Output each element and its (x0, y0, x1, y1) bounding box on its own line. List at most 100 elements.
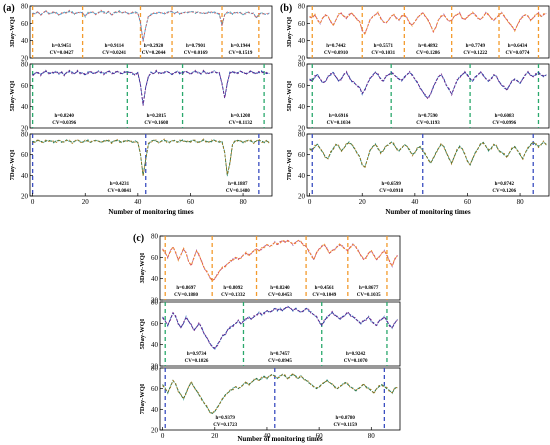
annotation-cv: CV=0.1826 (185, 359, 209, 364)
plot-frame (159, 367, 401, 431)
annotation-cv: CV=0.1480 (226, 189, 250, 194)
annotation-cv: CV=0.0427 (50, 51, 74, 56)
y-tick-label: 40 (151, 275, 159, 283)
x-axis-label: Number of monitoring times (108, 208, 193, 216)
y-axis-label: 5Day-WQI (9, 80, 16, 111)
y-tick-label: 20 (21, 125, 29, 133)
plot-frame (159, 301, 401, 367)
annotation-cv: CV=0.1049 (312, 293, 336, 298)
annotation-cv: CV=0.0918 (379, 189, 403, 194)
series-line-b (32, 69, 270, 106)
series-line-a (309, 12, 547, 35)
y-tick-label: 40 (298, 37, 306, 45)
y-axis-label: 3Day-WQI (9, 16, 16, 47)
x-tick-label: 60 (187, 198, 195, 206)
annotation-cv: CV=0.0396 (52, 121, 76, 126)
x-tick-label: 80 (517, 198, 525, 206)
annotation-h: h=0.9114 (105, 44, 125, 49)
y-tick-label: 20 (21, 55, 29, 63)
annotation-cv: CV=0.2044 (142, 51, 166, 56)
x-tick-label: 40 (411, 198, 419, 206)
annotation-h: h=0.4561 (315, 286, 335, 291)
series-line-b (162, 239, 398, 282)
y-tick-label: 20 (21, 193, 29, 201)
series-line-a (32, 70, 270, 105)
series-line-b (32, 138, 270, 177)
y-tick-label: 60 (298, 20, 306, 28)
series-line-c (32, 69, 270, 106)
y-tick-label: 80 (298, 61, 306, 69)
y-tick-label: 80 (21, 131, 29, 139)
y-tick-label: 40 (298, 103, 306, 111)
annotation-h: h=0.8240 (55, 114, 75, 119)
series-line-c (309, 140, 547, 167)
y-tick-label: 40 (151, 341, 159, 349)
annotation-h: h=0.9451 (52, 44, 72, 49)
y-axis-label: 5Day-WQI (139, 318, 146, 349)
annotation-h: h=0.6434 (508, 44, 528, 49)
annotation-cv: CV=0.1193 (416, 121, 440, 126)
annotation-cv: CV=0.1222 (463, 51, 487, 56)
annotation-h: h=0.1944 (231, 44, 251, 49)
y-tick-label: 20 (298, 125, 306, 133)
annotation-cv: CV=0.1035 (357, 293, 381, 298)
x-tick-label: 80 (368, 432, 376, 440)
panel-label: (a) (3, 3, 15, 14)
annotation-h: h=0.6916 (329, 114, 349, 119)
y-tick-label: 80 (151, 233, 159, 241)
annotation-cv: CV=0.1880 (174, 293, 198, 298)
series-line-b (309, 70, 547, 101)
y-tick-label: 60 (21, 82, 29, 90)
series-line-a (32, 139, 270, 176)
x-tick-label: 40 (263, 432, 271, 440)
annotation-cv: CV=0.1206 (492, 189, 516, 194)
annotation-h: h=0.4892 (418, 44, 438, 49)
annotation-h: h=0.1208 (231, 114, 251, 119)
y-tick-label: 60 (151, 385, 159, 393)
panel-label: (b) (280, 3, 292, 14)
y-axis-label: 7Day-WQI (139, 383, 146, 414)
plot-frame (29, 63, 273, 129)
annotation-cv: CV=0.1031 (371, 51, 395, 56)
annotation-h: h=0.8780 (336, 416, 356, 421)
annotation-h: h=0.9242 (346, 352, 366, 357)
plot-frame (306, 5, 550, 59)
x-tick-label: 20 (82, 198, 90, 206)
series-line-c (309, 70, 547, 98)
series-line-c (32, 138, 270, 177)
y-tick-label: 20 (298, 193, 306, 201)
y-tick-label: 40 (21, 172, 29, 180)
y-axis-label: 7Day-WQI (9, 149, 16, 180)
y-axis-label: 5Day-WQI (286, 80, 293, 111)
y-tick-label: 60 (21, 20, 29, 28)
y-tick-label: 60 (21, 151, 29, 159)
annotation-cv: CV=0.1070 (344, 359, 368, 364)
x-tick-label: 80 (240, 198, 248, 206)
x-tick-label: 60 (316, 432, 324, 440)
annotation-cv: CV=0.1608 (144, 121, 168, 126)
series-line-c (162, 374, 398, 414)
annotation-cv: CV=0.1332 (221, 293, 245, 298)
annotation-h: h=0.8092 (223, 286, 243, 291)
plot-frame (29, 133, 273, 197)
y-tick-label: 80 (151, 365, 159, 373)
annotation-h: h=0.8697 (176, 286, 196, 291)
x-tick-label: 40 (134, 198, 142, 206)
x-tick-label: 20 (359, 198, 367, 206)
series-line-b (32, 9, 270, 42)
plot-frame (306, 133, 550, 197)
annotation-cv: CV=0.0169 (184, 51, 208, 56)
x-tick-label: 0 (308, 198, 312, 206)
x-axis-label: Number of monitoring times (237, 435, 322, 443)
x-tick-label: 0 (161, 432, 165, 440)
annotation-h: h=0.7457 (270, 352, 290, 357)
annotation-cv: CV=0.0241 (102, 51, 126, 56)
series-line-a (309, 141, 547, 168)
annotation-h: h=0.1887 (228, 182, 248, 187)
x-tick-label: 60 (464, 198, 472, 206)
y-tick-label: 80 (21, 3, 29, 11)
y-tick-label: 80 (21, 61, 29, 69)
y-tick-label: 20 (151, 297, 159, 305)
annotation-cv: CV=0.1159 (333, 423, 357, 428)
series-line-b (162, 372, 398, 414)
